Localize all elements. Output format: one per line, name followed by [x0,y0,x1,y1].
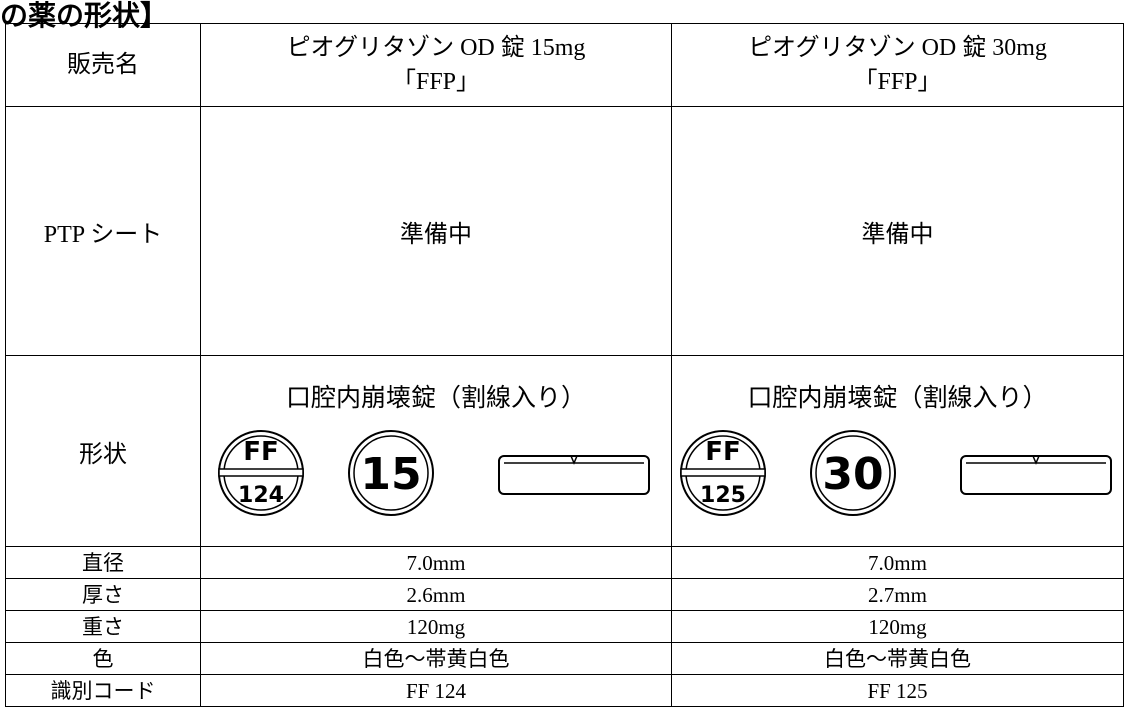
cell: 2.7mm [671,578,1124,611]
pill-imprint: 15 [360,449,421,500]
pill-imprint: 124 [238,483,284,508]
row-label: 直径 [5,546,201,579]
pill-side [959,454,1112,495]
product-line: 「FFP」 [853,69,942,95]
data-row: 識別コード FF 124 FF 125 [5,674,1124,707]
data-row: 重さ 120mg 120mg [5,610,1124,643]
pill-drawing: FF 125 30 [679,429,1112,516]
row-label: PTP シート [5,106,201,356]
product-line: 「FFP」 [391,69,481,95]
cell: 白色～帯黄白色 [671,642,1124,675]
pill-outline [348,429,434,516]
cell: 120mg [200,610,672,643]
cell: 2.6mm [200,578,672,611]
pill-inner-ring [814,434,891,511]
pill-side [498,454,650,495]
pill-outline [809,429,896,516]
cell: 白色～帯黄白色 [200,642,672,675]
row-label: 重さ [5,610,201,643]
pill-inner-ring [353,434,429,511]
row-label: 販売名 [5,23,201,107]
score-line [218,467,304,477]
row-label: 形状 [5,355,201,547]
pill-side-edge [965,455,1106,465]
product-line: ピオグリタゾン OD 錠 30mg [748,35,1047,61]
shape-row: 形状 口腔内崩壊錠（割線入り） FF 124 15 口腔内崩壊錠（割線入り） FF 125 3… [5,355,1124,547]
pill-imprint: 30 [822,449,883,500]
cell: 7.0mm [671,546,1124,579]
score-line [679,467,766,477]
cell: 7.0mm [200,546,672,579]
pill-imprint: 125 [700,483,746,508]
pill-imprint: FF [243,437,279,467]
cell: FF 125 [671,674,1124,707]
shape-description: 口腔内崩壊錠（割線入り） [285,382,586,412]
row-label: 識別コード [5,674,201,707]
shape-description: 口腔内崩壊錠（割線入り） [747,382,1048,412]
pill-drawing: FF 124 15 [218,429,650,516]
row-label: 色 [5,642,201,675]
data-row: 直径 7.0mm 7.0mm [5,546,1124,579]
pill-imprint: FF [705,437,741,467]
ptp-row: PTP シート 準備中 準備中 [5,106,1124,356]
header-row: 販売名 ピオグリタゾン OD 錠 15mg 「FFP」 ピオグリタゾン OD 錠 … [5,23,1124,107]
cell: 120mg [671,610,1124,643]
data-row: 色白色～帯黄白色 白色～帯黄白色 [5,642,1124,675]
shape-cell: 口腔内崩壊錠（割線入り） FF 125 30 [671,355,1124,547]
cell: 準備中 [200,106,672,356]
pill-table: 販売名 ピオグリタゾン OD 錠 15mg 「FFP」 ピオグリタゾン OD 錠 … [5,23,1124,707]
product-line: ピオグリタゾン OD 錠 15mg [286,35,586,61]
product-name: ピオグリタゾン OD 錠 30mg 「FFP」 [671,23,1124,107]
product-name: ピオグリタゾン OD 錠 15mg 「FFP」 [200,23,672,107]
data-row: 厚さ 2.6mm 2.7mm [5,578,1124,611]
row-label: 厚さ [5,578,201,611]
table-body: 販売名 ピオグリタゾン OD 錠 15mg 「FFP」 ピオグリタゾン OD 錠 … [5,23,1124,707]
cell: 準備中 [671,106,1124,356]
cell: FF 124 [200,674,672,707]
pill-side-edge [504,455,644,465]
shape-cell: 口腔内崩壊錠（割線入り） FF 124 15 [200,355,672,547]
